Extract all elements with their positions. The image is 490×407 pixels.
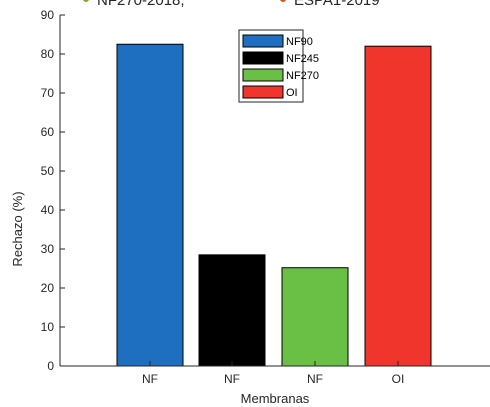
- bar-2: [281, 267, 349, 367]
- header-text: NF270-2018, ESPA1-2019: [83, 0, 380, 9]
- y-tick-label-6: 60: [41, 125, 55, 139]
- x-tick-label-1: NF: [224, 372, 240, 386]
- y-tick-label-3: 30: [41, 242, 55, 256]
- x-tick-label-0: NF: [142, 372, 158, 386]
- bar-0: [116, 43, 184, 367]
- bar-1: [198, 254, 266, 367]
- legend-swatch-3: [242, 85, 284, 99]
- x-tick-label-2: NF: [307, 372, 323, 386]
- header-marker-1: [83, 0, 89, 2]
- legend-label-1: NF245: [286, 53, 319, 65]
- y-tick-label-5: 50: [41, 164, 55, 178]
- bars-group: [116, 43, 432, 367]
- legend-swatch-1: [242, 51, 284, 65]
- y-tick-label-4: 40: [41, 203, 55, 217]
- y-tick-label-9: 90: [41, 8, 55, 22]
- y-tick-label-2: 20: [41, 281, 55, 295]
- y-tick-label-0: 0: [47, 359, 54, 373]
- y-tick-label-1: 10: [41, 320, 55, 334]
- legend-label-0: NF90: [286, 36, 313, 48]
- legend: NF90 NF245 NF270 OI: [238, 29, 319, 103]
- y-axis-title: Rechazo (%): [10, 191, 25, 266]
- y-tick-label-7: 70: [41, 86, 55, 100]
- y-tick-label-8: 80: [41, 47, 55, 61]
- y-axis: 0 10 20 30 40 50 60 70 80 90: [41, 8, 65, 373]
- x-axis-title: Membranas: [241, 391, 310, 406]
- legend-swatch-0: [242, 34, 284, 48]
- header-marker-2: [280, 0, 286, 2]
- legend-label-2: NF270: [286, 70, 319, 82]
- x-axis: NF NF NF OI: [60, 361, 490, 386]
- x-tick-label-3: OI: [392, 372, 405, 386]
- header-text-part1: NF270-2018,: [97, 0, 185, 9]
- legend-swatch-2: [242, 68, 284, 82]
- legend-label-3: OI: [286, 87, 298, 99]
- bar-3: [364, 45, 432, 367]
- header-text-part2: ESPA1-2019: [294, 0, 380, 9]
